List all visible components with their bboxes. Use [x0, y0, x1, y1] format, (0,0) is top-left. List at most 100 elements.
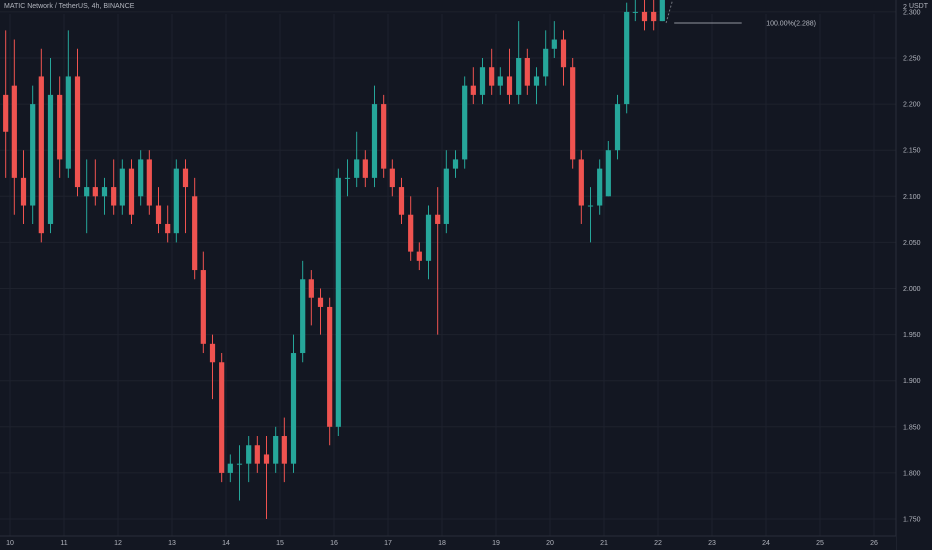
candle-body [308, 279, 314, 298]
candle-body [65, 76, 71, 169]
price-tick: 2.300 [903, 9, 921, 16]
candle-body [119, 168, 125, 206]
candle-body [182, 168, 189, 188]
price-tick: 2.150 [903, 148, 921, 155]
candle-body [74, 76, 81, 188]
candle-body [479, 67, 486, 95]
time-tick: 14 [222, 540, 230, 547]
candle-body [92, 187, 98, 197]
candle-body [290, 353, 297, 464]
candles [3, 0, 665, 519]
price-tick: 2.000 [903, 286, 921, 293]
candle-body [632, 11, 638, 13]
candle-body [354, 159, 360, 178]
time-axis[interactable]: 10 11 12 13 14 15 16 17 18 19 20 21 22 23 24 25 26 [0, 535, 896, 550]
candle-body [3, 94, 9, 132]
candle-body [209, 343, 216, 363]
candle-body [570, 67, 576, 160]
candle-body [173, 168, 179, 234]
candle-body [57, 94, 63, 160]
price-tick: 1.750 [903, 517, 921, 524]
price-tick: 2.250 [903, 56, 921, 63]
candle-body [273, 436, 279, 464]
candle-body [560, 39, 567, 68]
candle-body [587, 205, 594, 207]
candle-body [416, 251, 422, 261]
price-tick: 1.800 [903, 470, 921, 477]
time-tick: 17 [384, 540, 392, 547]
time-tick: 12 [114, 540, 122, 547]
candle-body [281, 436, 287, 464]
candle-body [516, 58, 522, 95]
currency-label: USDT [908, 3, 928, 10]
candle-body [30, 104, 36, 206]
candle-body [533, 76, 540, 86]
time-tick: 13 [168, 540, 176, 547]
candle-body [344, 177, 351, 179]
candle-body [192, 196, 198, 271]
time-tick: 25 [816, 540, 824, 547]
time-tick: 19 [492, 540, 500, 547]
time-tick: 10 [6, 540, 14, 547]
time-tick: 24 [762, 540, 770, 547]
candle-body [506, 76, 513, 95]
price-tick: 2.200 [903, 102, 921, 109]
candle-body [389, 168, 395, 188]
time-tick: 26 [870, 540, 878, 547]
candle-body [624, 11, 630, 105]
candle-body [246, 445, 252, 464]
candle-body [651, 11, 657, 22]
candle-body [263, 454, 270, 464]
candle-body [435, 214, 441, 224]
candle-body [317, 297, 324, 307]
fib-retracement[interactable]: -61.80%(2.757)-42.00%(2.699)-28.00%(2.65… [665, 0, 816, 27]
time-axis-bg [0, 536, 896, 550]
candle-body [128, 168, 135, 215]
time-tick: 18 [438, 540, 446, 547]
candle-body [335, 177, 341, 427]
candle-body [236, 463, 243, 465]
candle-body [551, 39, 557, 49]
price-axis-top-label: 2 [903, 4, 907, 11]
candle-body [497, 76, 503, 86]
candle-body [219, 362, 225, 473]
price-axis-bg [896, 0, 932, 550]
price-tick: 2.050 [903, 240, 921, 247]
price-axis[interactable]: 22.8002.7502.7002.6502.6002.5502.5002.45… [895, 0, 932, 550]
symbol-title: MATIC Network / TetherUS, 4h, BINANCE [4, 3, 135, 10]
candle-body [146, 159, 152, 206]
candle-body [489, 67, 495, 86]
price-tick: 1.850 [903, 424, 921, 431]
candle-body [597, 168, 603, 206]
time-tick: 22 [654, 540, 662, 547]
candle-body [398, 187, 405, 215]
candle-body [614, 104, 621, 151]
candle-body [111, 187, 117, 206]
candle-body [408, 214, 414, 252]
grid [0, 11, 896, 536]
candle-body [20, 177, 27, 206]
time-tick: 16 [330, 540, 338, 547]
candle-body [200, 270, 206, 344]
candle-body [138, 159, 144, 197]
candle-body [227, 463, 233, 473]
candle-body [452, 159, 459, 169]
candle-body [371, 104, 378, 178]
candle-body [11, 85, 17, 178]
candle-body [362, 159, 368, 178]
price-tick: 1.950 [903, 332, 921, 339]
time-tick: 15 [276, 540, 284, 547]
price-tick: 2.100 [903, 194, 921, 201]
candle-body [425, 214, 432, 261]
time-tick: 20 [546, 540, 554, 547]
candle-body [470, 85, 476, 95]
candle-body [605, 150, 611, 197]
time-tick: 21 [600, 540, 608, 547]
candle-body [578, 159, 584, 206]
candle-body [543, 48, 549, 77]
candle-body [101, 187, 108, 197]
candle-body [659, 0, 665, 22]
candle-body [38, 76, 44, 234]
